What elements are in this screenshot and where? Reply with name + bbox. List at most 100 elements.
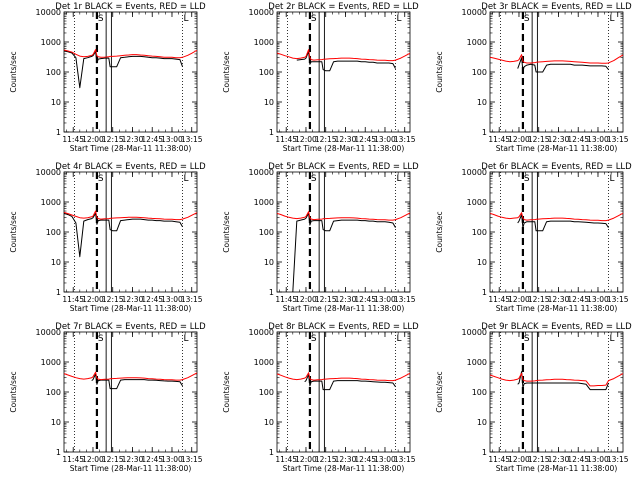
- marker-label: L: [610, 14, 615, 24]
- x-tick-label: 12:15: [315, 455, 337, 464]
- plot-frame: [63, 331, 198, 453]
- y-tick-label: 10: [51, 98, 61, 107]
- y-tick-label: 1: [269, 448, 274, 457]
- x-axis-label: Start Time (28-Mar-11 11:38:00): [496, 464, 618, 473]
- x-tick-label: 12:00: [82, 295, 104, 304]
- y-tick-label: 1: [482, 448, 487, 457]
- y-tick-label: 100: [259, 388, 274, 397]
- x-tick-label: 12:15: [315, 135, 337, 144]
- y-tick-label: 10000: [249, 8, 274, 17]
- y-tick-label: 10000: [462, 8, 487, 17]
- chart-title: Det 2r BLACK = Events, RED = LLD: [268, 2, 419, 12]
- y-axis-label: Counts/sec: [435, 371, 444, 412]
- marker-label: S: [524, 334, 530, 344]
- marker-label: S: [311, 334, 317, 344]
- x-tick-label: 12:45: [354, 455, 376, 464]
- detector-panel: Det 4r BLACK = Events, RED = LLD 1 10 100 10…: [9, 162, 206, 313]
- detector-panel: Det 6r BLACK = Events, RED = LLD 1 10 100 10…: [435, 162, 632, 313]
- y-tick-label: 10: [51, 258, 61, 267]
- x-tick-label: 11:45: [62, 295, 84, 304]
- plot-frame: [63, 11, 198, 133]
- y-tick-label: 1000: [41, 38, 61, 47]
- x-tick-label: 13:15: [394, 295, 416, 304]
- marker-label: L: [184, 174, 189, 184]
- y-tick-label: 100: [472, 388, 487, 397]
- marker-label: S: [311, 174, 317, 184]
- x-tick-label: 13:15: [607, 295, 629, 304]
- x-tick-label: 11:45: [275, 295, 297, 304]
- events-series-line: [63, 212, 183, 258]
- detector-panel: Det 8r BLACK = Events, RED = LLD 1 10 100 10…: [222, 322, 419, 473]
- x-tick-label: 12:45: [567, 295, 589, 304]
- x-tick-label: 12:15: [528, 295, 550, 304]
- y-axis-label: Counts/sec: [222, 371, 231, 412]
- x-tick-label: 11:45: [488, 295, 510, 304]
- x-axis-label: Start Time (28-Mar-11 11:38:00): [283, 464, 405, 473]
- x-tick-label: 12:15: [528, 135, 550, 144]
- events-series-line: [63, 50, 183, 89]
- x-tick-label: 12:30: [548, 135, 570, 144]
- y-tick-label: 10000: [249, 328, 274, 337]
- x-tick-label: 12:15: [315, 295, 337, 304]
- lld-series-line: [63, 210, 198, 221]
- plot-frame: [489, 171, 624, 293]
- y-tick-label: 1000: [254, 198, 274, 207]
- marker-label: S: [98, 334, 104, 344]
- x-tick-label: 13:15: [181, 455, 203, 464]
- x-tick-label: 13:15: [394, 455, 416, 464]
- y-axis-label: Counts/sec: [435, 211, 444, 252]
- detector-panel: Det 1r BLACK = Events, RED = LLD 1 10 100 10…: [9, 2, 206, 153]
- x-tick-label: 13:15: [607, 135, 629, 144]
- y-tick-label: 10: [264, 98, 274, 107]
- x-tick-label: 12:00: [82, 455, 104, 464]
- events-series-line: [292, 212, 396, 293]
- x-tick-label: 12:30: [548, 295, 570, 304]
- events-series-line: [91, 373, 183, 390]
- x-tick-label: 13:00: [374, 455, 396, 464]
- plot-frame: [489, 11, 624, 133]
- events-series-line: [296, 51, 396, 72]
- x-tick-label: 11:45: [488, 135, 510, 144]
- y-axis-label: Counts/sec: [9, 371, 18, 412]
- events-series-line: [517, 57, 609, 73]
- x-tick-label: 12:45: [567, 135, 589, 144]
- marker-label: L: [610, 334, 615, 344]
- detector-panel: Det 5r BLACK = Events, RED = LLD 1 10 100 10…: [222, 162, 419, 313]
- lld-series-line: [276, 372, 411, 382]
- x-tick-label: 12:30: [335, 295, 357, 304]
- y-tick-label: 100: [46, 388, 61, 397]
- x-tick-label: 13:15: [181, 295, 203, 304]
- y-tick-label: 1: [482, 288, 487, 297]
- y-tick-label: 100: [472, 228, 487, 237]
- y-tick-label: 10: [477, 98, 487, 107]
- x-tick-label: 12:45: [354, 295, 376, 304]
- x-tick-label: 12:00: [295, 295, 317, 304]
- x-tick-label: 13:00: [587, 135, 609, 144]
- x-tick-label: 12:30: [122, 455, 144, 464]
- x-tick-label: 13:00: [374, 135, 396, 144]
- plot-frame: [276, 11, 411, 133]
- x-axis-label: Start Time (28-Mar-11 11:38:00): [496, 144, 618, 153]
- x-tick-label: 13:00: [161, 135, 183, 144]
- y-tick-label: 1: [269, 288, 274, 297]
- y-tick-label: 1000: [467, 358, 487, 367]
- x-tick-label: 12:30: [122, 135, 144, 144]
- x-tick-label: 12:30: [548, 455, 570, 464]
- chart-title: Det 9r BLACK = Events, RED = LLD: [481, 322, 632, 332]
- lld-series-line: [489, 372, 624, 387]
- chart-title: Det 7r BLACK = Events, RED = LLD: [55, 322, 206, 332]
- y-tick-label: 1: [269, 128, 274, 137]
- y-tick-label: 100: [259, 68, 274, 77]
- chart-title: Det 6r BLACK = Events, RED = LLD: [481, 162, 632, 172]
- x-tick-label: 12:00: [82, 135, 104, 144]
- detector-panel: Det 7r BLACK = Events, RED = LLD 1 10 100 10…: [9, 322, 206, 473]
- marker-label: L: [397, 174, 402, 184]
- x-tick-label: 11:45: [488, 455, 510, 464]
- x-tick-label: 13:00: [161, 455, 183, 464]
- y-tick-label: 10: [264, 258, 274, 267]
- y-axis-label: Counts/sec: [222, 211, 231, 252]
- y-tick-label: 10: [264, 418, 274, 427]
- y-tick-label: 100: [259, 228, 274, 237]
- y-tick-label: 10: [477, 258, 487, 267]
